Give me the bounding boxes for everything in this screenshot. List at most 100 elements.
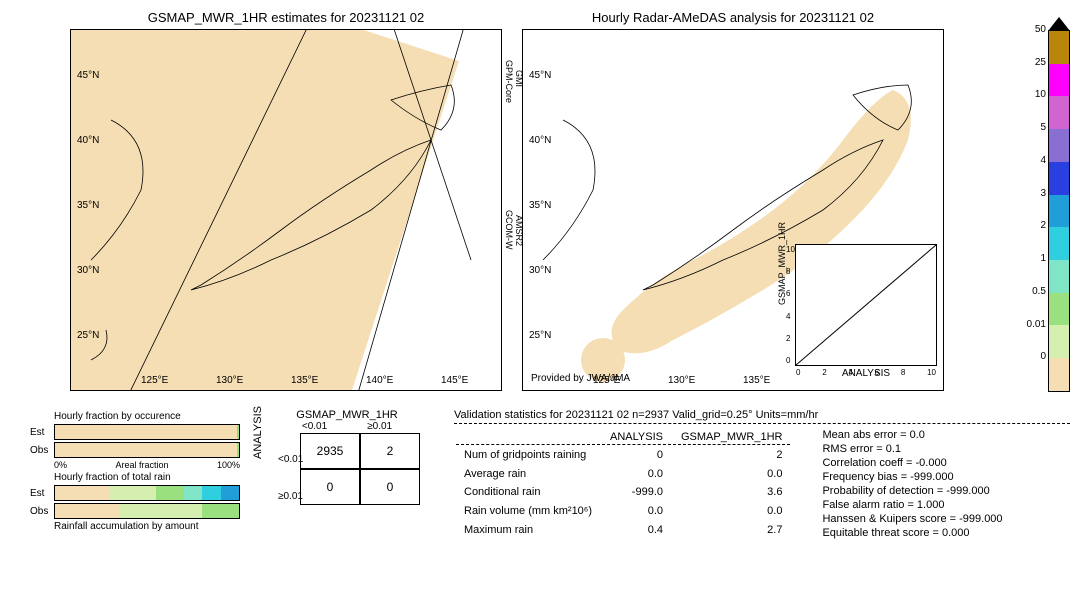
conf-row-label: ANALYSIS: [252, 406, 264, 459]
map-right-title: Hourly Radar-AMeDAS analysis for 2023112…: [522, 10, 944, 25]
row-a: 0.0: [602, 503, 671, 520]
conf-rh1: ≥0.01: [278, 491, 303, 502]
conf-rh0: <0.01: [278, 454, 303, 465]
row-a: 0: [602, 447, 671, 464]
scale-mid: Areal fraction: [115, 460, 168, 470]
colorbar-seg: [1049, 227, 1069, 260]
conf-hdrs: <0.01 ≥0.01: [252, 421, 442, 432]
colorbar-arrow-icon: [1048, 17, 1070, 31]
row-b: 3.6: [673, 484, 790, 501]
bottom-row: Hourly fraction by occurence Est Obs 0% …: [10, 409, 1070, 540]
rlat-35: 35°N: [529, 200, 551, 211]
colorbar-label: 4: [1040, 155, 1046, 166]
swath-lbl-gpm: GPM-Core: [504, 60, 514, 103]
rlat-40: 40°N: [529, 135, 551, 146]
lat-45: 45°N: [77, 70, 99, 81]
stats-title: Validation statistics for 20231121 02 n=…: [454, 409, 1070, 424]
colorbar-seg: [1049, 64, 1069, 97]
tick: 4: [786, 312, 795, 321]
row-b: 0.0: [673, 466, 790, 483]
table-row: Average rain0.00.0: [456, 466, 790, 483]
row-a: 0.4: [602, 521, 671, 538]
lon-140: 140°E: [366, 375, 393, 386]
bar-seg: [55, 425, 237, 439]
colorbar-seg: [1049, 358, 1069, 391]
stat-line: Correlation coeff = -0.000: [822, 456, 1002, 470]
conf-grid: 2935 2 0 0: [300, 433, 442, 505]
rlon-135: 135°E: [743, 375, 770, 386]
colorbar-label: 50: [1035, 24, 1046, 35]
rain-title: Hourly fraction of total rain: [54, 472, 240, 483]
stat-line: False alarm ratio = 1.000: [822, 498, 1002, 512]
map-left-panel: GSMAP_MWR_1HR estimates for 20231121 02 …: [70, 10, 502, 391]
colorbar-label: 5: [1040, 122, 1046, 133]
fraction-column: Hourly fraction by occurence Est Obs 0% …: [30, 409, 240, 540]
colorbar-seg: [1049, 31, 1069, 64]
colorbar-label: 1: [1040, 253, 1046, 264]
conf-ch0: <0.01: [302, 421, 327, 432]
row-name: Maximum rain: [456, 521, 600, 538]
row-a: 0.0: [602, 466, 671, 483]
conf-col-label: GSMAP_MWR_1HR: [252, 409, 442, 421]
row-obs-lbl: Obs: [30, 445, 54, 456]
swath-lbl-gcom: GCOM-W: [504, 210, 514, 250]
map-right-panel: Hourly Radar-AMeDAS analysis for 2023112…: [522, 10, 944, 391]
colorbar-seg: [1049, 260, 1069, 293]
bar-seg: [202, 486, 220, 500]
colorbar-seg: [1049, 293, 1069, 326]
row-b: 2.7: [673, 521, 790, 538]
lat-35: 35°N: [77, 200, 99, 211]
st-h1: ANALYSIS: [602, 430, 671, 445]
scatter-diag-line: [796, 245, 936, 365]
occ-title: Hourly fraction by occurence: [54, 411, 240, 422]
tick: 6: [875, 368, 879, 377]
tick: 2: [822, 368, 826, 377]
colorbar-seg: [1049, 162, 1069, 195]
colorbar-seg: [1049, 195, 1069, 228]
bar-seg: [55, 443, 237, 457]
colorbar-seg: [1049, 96, 1069, 129]
colorbar-label: 2: [1040, 220, 1046, 231]
map-left-box: 45°N 40°N 35°N 30°N 25°N 125°E 130°E 135…: [70, 29, 502, 391]
tick: 2: [786, 334, 795, 343]
bar-seg: [110, 486, 156, 500]
stat-line: Frequency bias = -999.000: [822, 470, 1002, 484]
bar-seg: [119, 504, 202, 518]
lat-40: 40°N: [77, 135, 99, 146]
bar-seg: [55, 504, 119, 518]
occ-obs-row: Obs: [30, 442, 240, 458]
colorbar-label: 0: [1040, 351, 1046, 362]
table-row: Maximum rain0.42.7: [456, 521, 790, 538]
rlat-30: 30°N: [529, 265, 551, 276]
stat-line: Equitable threat score = 0.000: [822, 526, 1002, 540]
rain-est-row: Est: [30, 485, 240, 501]
colorbar-label: 25: [1035, 57, 1046, 68]
lat-30: 30°N: [77, 265, 99, 276]
conf-10: 0: [300, 469, 360, 505]
conf-01: 2: [360, 433, 420, 469]
colorbar-seg: [1049, 325, 1069, 358]
tick: 8: [786, 267, 795, 276]
bar-seg: [55, 486, 110, 500]
bar-seg: [202, 504, 239, 518]
rain-est-lbl: Est: [30, 488, 54, 499]
table-row: Conditional rain-999.03.6: [456, 484, 790, 501]
rain-obs-row: Obs: [30, 503, 240, 519]
scale-100: 100%: [217, 460, 240, 470]
lat-25: 25°N: [77, 330, 99, 341]
st-h2: GSMAP_MWR_1HR: [673, 430, 790, 445]
row-est-lbl: Est: [30, 427, 54, 438]
map-left-title: GSMAP_MWR_1HR estimates for 20231121 02: [70, 10, 502, 25]
colorbar-label: 0.5: [1032, 286, 1046, 297]
occ-est-bar: [54, 424, 240, 440]
lon-145: 145°E: [441, 375, 468, 386]
scale-0: 0%: [54, 460, 67, 470]
accum-title: Rainfall accumulation by amount: [54, 521, 240, 532]
bar-seg: [156, 486, 184, 500]
occ-scale: 0% Areal fraction 100%: [54, 460, 240, 470]
occ-obs-bar: [54, 442, 240, 458]
rlat-25: 25°N: [529, 330, 551, 341]
map-right-box: ANALYSIS GSMAP_MWR_1HR 0246810 0246810 4…: [522, 29, 944, 391]
rain-obs-lbl: Obs: [30, 506, 54, 517]
stat-line: Mean abs error = 0.0: [822, 428, 1002, 442]
